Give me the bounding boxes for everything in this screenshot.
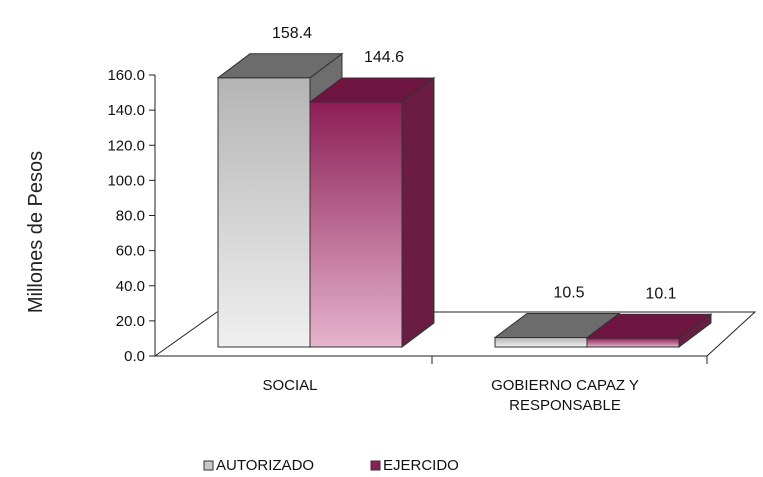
floor-plane xyxy=(154,311,757,357)
category-label: SOCIAL xyxy=(262,377,317,394)
y-tick-label: 140.0 xyxy=(107,102,145,119)
y-tick-label: 60.0 xyxy=(116,243,145,260)
category-label: RESPONSABLE xyxy=(509,397,621,414)
bar-top xyxy=(216,53,344,79)
bar-side xyxy=(401,77,435,348)
y-tick-labels: 0.0 20.0 40.0 60.0 80.0 100.0 120.0 140.0 160.0 xyxy=(107,67,155,365)
bar-front xyxy=(586,337,680,348)
category-labels: SOCIAL GOBIERNO CAPAZ Y RESPONSABLE xyxy=(262,377,638,414)
bars xyxy=(216,52,713,348)
bar-ejercido-2 xyxy=(585,313,713,348)
bar-front xyxy=(217,77,311,348)
bar-ejercido-1 xyxy=(308,77,436,348)
data-label: 144.6 xyxy=(364,49,404,66)
y-tick-label: 0.0 xyxy=(124,348,145,365)
legend-swatch xyxy=(370,460,381,471)
y-tick-label: 80.0 xyxy=(116,208,145,225)
y-tick-label: 40.0 xyxy=(116,278,145,295)
y-tick-label: 120.0 xyxy=(107,137,145,154)
data-label: 10.5 xyxy=(553,285,584,302)
legend-swatch xyxy=(203,460,214,471)
category-label: GOBIERNO CAPAZ Y xyxy=(491,377,639,394)
bar-top xyxy=(493,313,621,339)
y-tick-label: 160.0 xyxy=(107,67,145,84)
bar-front xyxy=(309,101,403,348)
legend-label: AUTORIZADO xyxy=(216,457,314,474)
bar-top xyxy=(308,77,436,103)
data-label: 158.4 xyxy=(272,25,312,42)
y-tick-label: 20.0 xyxy=(116,313,145,330)
data-label: 10.1 xyxy=(645,285,676,302)
data-labels: 158.4 144.6 10.5 10.1 xyxy=(272,25,677,302)
y-axis-title: Millones de Pesos xyxy=(25,151,47,313)
bar-front xyxy=(494,337,588,348)
y-tick-label: 100.0 xyxy=(107,172,145,189)
legend-label: EJERCIDO xyxy=(383,457,459,474)
bar-top xyxy=(585,313,713,339)
legend: AUTORIZADO EJERCIDO xyxy=(203,457,459,474)
